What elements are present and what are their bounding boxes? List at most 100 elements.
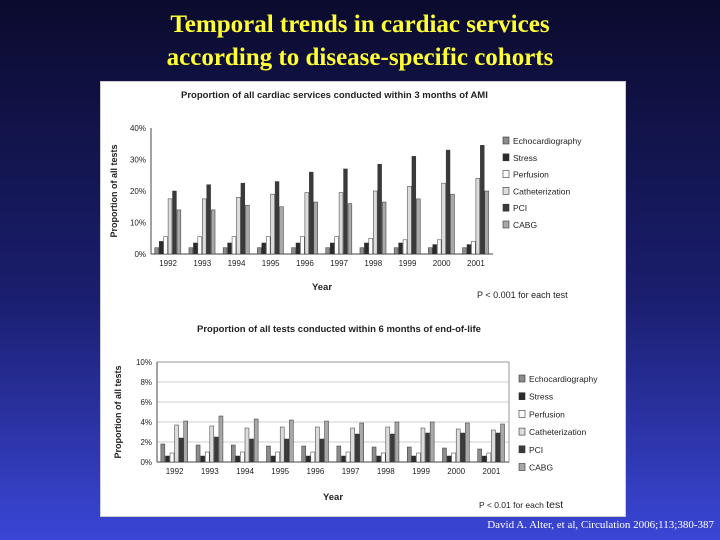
bar (244, 427, 250, 463)
bar (390, 433, 395, 463)
bar (310, 451, 316, 463)
bar (214, 436, 219, 463)
bar (158, 241, 164, 255)
bar (354, 433, 360, 463)
bar (240, 451, 245, 463)
bar (163, 236, 168, 255)
bar (235, 455, 241, 463)
bar (407, 186, 412, 255)
bar (407, 446, 412, 463)
slide-title-line1: Temporal trends in cardiac services (170, 11, 550, 38)
legend-swatch (502, 170, 510, 178)
bar (350, 427, 355, 463)
bar (373, 190, 378, 255)
y-tick-label: 6% (140, 398, 152, 407)
bar (491, 429, 496, 463)
bar (368, 238, 373, 255)
legend-label: Echocardiography (513, 136, 582, 146)
legend-swatch (518, 445, 526, 454)
legend-swatch (502, 220, 510, 229)
bar (169, 452, 175, 463)
x-axis-label: Year (312, 282, 332, 293)
bar (441, 182, 446, 255)
y-tick-label: 0% (134, 250, 146, 259)
legend-label: Catheterization (513, 186, 570, 196)
x-tick-label: 1997 (330, 259, 348, 268)
bar (398, 242, 403, 255)
bar (462, 247, 467, 255)
legend-swatch (518, 427, 526, 436)
bar (446, 455, 452, 463)
bar (371, 446, 377, 463)
y-axis-label: Proportion of all tests (109, 144, 119, 237)
legend-label: Echocardiography (529, 374, 598, 384)
bar (471, 241, 476, 255)
legend-label: Catheterization (529, 427, 586, 437)
bar (279, 426, 285, 463)
legend-label: Perfusion (513, 170, 549, 180)
bar (160, 443, 166, 463)
x-tick-label: 1999 (399, 259, 417, 268)
p-value-note-prefix: P < 0.01 for each (479, 500, 546, 510)
bar (178, 437, 184, 463)
bar (343, 168, 348, 255)
x-tick-label: 1997 (342, 467, 360, 476)
legend-label: PCI (529, 445, 543, 455)
bar (183, 420, 188, 463)
bar (432, 244, 437, 255)
bar (253, 418, 259, 463)
legend-swatch (518, 374, 526, 383)
bar (460, 432, 466, 463)
chart-title: Proportion of all cardiac services condu… (181, 90, 488, 101)
bar (385, 426, 391, 463)
x-tick-label: 1999 (412, 467, 430, 476)
bar (319, 438, 325, 463)
bar (176, 209, 182, 255)
legend-swatch (502, 187, 510, 195)
bar (416, 198, 421, 255)
bar (420, 427, 426, 463)
x-tick-label: 2000 (447, 467, 465, 476)
bar (301, 445, 306, 463)
y-tick-label: 8% (140, 378, 152, 387)
legend-swatch (502, 203, 510, 212)
x-tick-label: 2001 (483, 467, 501, 476)
bar (380, 452, 386, 463)
bar (376, 455, 381, 463)
bar (227, 242, 232, 255)
bar (484, 190, 489, 255)
y-tick-label: 40% (130, 124, 146, 133)
bar (425, 432, 430, 463)
bar (495, 432, 501, 463)
bar (291, 247, 296, 255)
bar (429, 421, 435, 463)
bar (266, 236, 271, 255)
charts-svg: Proportion of all cardiac services condu… (109, 90, 598, 511)
legend-swatch (518, 463, 526, 471)
x-tick-label: 1995 (271, 467, 289, 476)
bar (411, 156, 417, 255)
bar (188, 247, 194, 255)
bar (377, 163, 382, 255)
bar (172, 190, 177, 255)
bar (416, 452, 421, 463)
legend-swatch (502, 136, 510, 145)
slide-title: Temporal trends in cardiac services acco… (0, 8, 720, 74)
bar (240, 182, 246, 255)
p-value-note-suffix: test (546, 499, 563, 511)
citation: David A. Alter, et al, Circulation 2006;… (487, 519, 714, 531)
bar (475, 178, 480, 255)
bar (480, 145, 485, 255)
bar (261, 242, 266, 255)
y-tick-label: 0% (140, 458, 152, 467)
bar (284, 438, 290, 463)
bar (315, 426, 320, 463)
bar (167, 198, 173, 255)
bar (381, 201, 387, 255)
bar (275, 451, 280, 463)
bar (486, 452, 492, 463)
x-tick-label: 1996 (296, 259, 314, 268)
bar (197, 236, 202, 255)
y-tick-label: 10% (136, 358, 152, 367)
bar (341, 455, 346, 463)
